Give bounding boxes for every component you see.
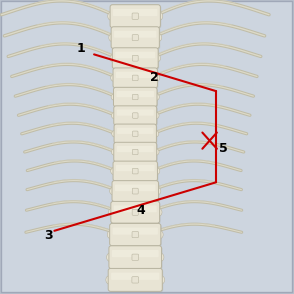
FancyBboxPatch shape: [113, 182, 159, 203]
FancyBboxPatch shape: [132, 149, 138, 155]
Ellipse shape: [155, 34, 162, 41]
Ellipse shape: [153, 94, 159, 100]
FancyBboxPatch shape: [114, 162, 158, 182]
Text: 5: 5: [219, 142, 228, 155]
FancyBboxPatch shape: [116, 91, 154, 97]
FancyBboxPatch shape: [132, 277, 138, 283]
Text: 4: 4: [137, 204, 146, 217]
FancyBboxPatch shape: [116, 165, 155, 171]
FancyBboxPatch shape: [132, 209, 138, 215]
Ellipse shape: [106, 276, 112, 284]
FancyBboxPatch shape: [110, 247, 162, 270]
Ellipse shape: [111, 168, 117, 175]
Ellipse shape: [152, 131, 159, 137]
FancyBboxPatch shape: [114, 124, 156, 143]
FancyBboxPatch shape: [114, 142, 157, 162]
FancyBboxPatch shape: [132, 94, 138, 100]
FancyBboxPatch shape: [115, 185, 156, 191]
Ellipse shape: [156, 12, 163, 20]
Ellipse shape: [106, 253, 113, 261]
FancyBboxPatch shape: [112, 28, 160, 49]
FancyBboxPatch shape: [112, 202, 161, 224]
FancyBboxPatch shape: [117, 146, 154, 152]
FancyBboxPatch shape: [113, 228, 158, 235]
Ellipse shape: [108, 208, 115, 216]
Ellipse shape: [108, 12, 114, 20]
FancyBboxPatch shape: [132, 55, 138, 61]
FancyBboxPatch shape: [117, 128, 153, 134]
FancyBboxPatch shape: [114, 31, 156, 38]
FancyBboxPatch shape: [114, 69, 158, 89]
FancyBboxPatch shape: [113, 9, 158, 16]
Ellipse shape: [156, 208, 162, 216]
Ellipse shape: [154, 55, 161, 62]
FancyBboxPatch shape: [111, 273, 159, 280]
FancyBboxPatch shape: [114, 206, 157, 212]
FancyBboxPatch shape: [109, 269, 163, 292]
Ellipse shape: [107, 230, 114, 239]
Ellipse shape: [110, 55, 116, 62]
FancyBboxPatch shape: [110, 223, 161, 246]
FancyBboxPatch shape: [108, 268, 162, 291]
Text: 3: 3: [44, 229, 53, 242]
FancyBboxPatch shape: [132, 188, 138, 194]
FancyBboxPatch shape: [110, 5, 161, 28]
Ellipse shape: [111, 94, 118, 100]
FancyBboxPatch shape: [113, 87, 157, 107]
Text: 2: 2: [150, 71, 159, 84]
Ellipse shape: [110, 188, 116, 195]
FancyBboxPatch shape: [132, 232, 138, 238]
FancyBboxPatch shape: [113, 68, 158, 88]
Ellipse shape: [111, 112, 118, 119]
FancyBboxPatch shape: [111, 201, 160, 223]
FancyBboxPatch shape: [115, 52, 155, 58]
FancyBboxPatch shape: [117, 110, 154, 116]
FancyBboxPatch shape: [111, 27, 159, 49]
FancyBboxPatch shape: [132, 168, 138, 174]
Text: 1: 1: [76, 42, 85, 55]
FancyBboxPatch shape: [133, 131, 138, 136]
Ellipse shape: [111, 149, 118, 155]
Ellipse shape: [154, 188, 161, 195]
FancyBboxPatch shape: [132, 13, 138, 19]
Ellipse shape: [112, 131, 118, 137]
FancyBboxPatch shape: [115, 125, 157, 144]
FancyBboxPatch shape: [109, 246, 162, 269]
Ellipse shape: [153, 149, 159, 155]
Ellipse shape: [157, 230, 163, 239]
FancyBboxPatch shape: [115, 143, 158, 163]
FancyBboxPatch shape: [111, 6, 161, 29]
Ellipse shape: [109, 34, 115, 41]
FancyBboxPatch shape: [112, 48, 158, 69]
FancyBboxPatch shape: [113, 49, 159, 69]
Ellipse shape: [153, 112, 159, 119]
FancyBboxPatch shape: [112, 181, 158, 202]
FancyBboxPatch shape: [114, 88, 158, 108]
Ellipse shape: [158, 253, 164, 261]
Ellipse shape: [153, 74, 160, 81]
FancyBboxPatch shape: [116, 72, 155, 78]
Ellipse shape: [111, 74, 117, 81]
FancyBboxPatch shape: [111, 224, 162, 247]
FancyBboxPatch shape: [115, 107, 158, 126]
FancyBboxPatch shape: [114, 106, 157, 125]
FancyBboxPatch shape: [132, 75, 138, 81]
FancyBboxPatch shape: [132, 113, 138, 118]
FancyBboxPatch shape: [112, 250, 159, 257]
FancyBboxPatch shape: [132, 254, 138, 260]
Ellipse shape: [153, 168, 160, 175]
Ellipse shape: [158, 276, 165, 284]
FancyBboxPatch shape: [113, 161, 158, 181]
FancyBboxPatch shape: [132, 35, 138, 41]
